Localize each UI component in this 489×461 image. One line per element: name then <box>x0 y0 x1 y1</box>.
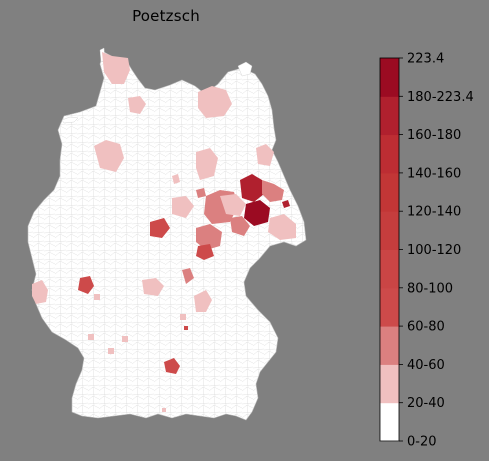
district-meissen <box>230 216 250 236</box>
colorbar-band <box>380 211 399 250</box>
colorbar-tick-label: 0-20 <box>407 435 437 450</box>
colorbar-band <box>380 249 399 289</box>
district-saxony-anhalt-east <box>240 174 264 202</box>
colorbar-band <box>380 287 399 327</box>
district-mecklenburg <box>198 86 232 118</box>
district-nordsachsen <box>262 180 284 202</box>
colorbar-tick-label: 223.4 <box>407 52 444 67</box>
map-title: Poetzsch <box>132 7 200 25</box>
highlighted-districts <box>32 52 296 412</box>
colorbar-tick-label: 120-140 <box>407 205 461 220</box>
district-small-2 <box>94 294 100 300</box>
district-kassel <box>150 218 170 238</box>
district-wittenberg <box>220 194 246 216</box>
island-north-sea <box>61 116 79 124</box>
district-boundaries <box>28 52 306 420</box>
colorbar-tick-label: 140-160 <box>407 166 461 181</box>
district-oldenburg <box>94 140 124 172</box>
district-altmark <box>196 148 218 180</box>
colorbar-ticks: 0-20 20-40 40-60 60-80 80-100 100-120 120-140 1… <box>399 52 474 450</box>
colorbar-band <box>380 402 399 442</box>
district-small-4 <box>184 326 188 330</box>
district-bamberg <box>182 268 194 284</box>
district-frankfurt <box>78 276 94 294</box>
colorbar-tick-label: 80-100 <box>407 281 453 296</box>
district-north-frisia <box>102 52 130 84</box>
district-frankfurt-oder <box>256 144 274 166</box>
district-small-7 <box>88 334 94 340</box>
district-thuringia-2 <box>196 244 214 260</box>
district-small-5 <box>122 336 128 342</box>
colorbar-band <box>380 58 399 97</box>
district-aachen <box>32 280 48 304</box>
colorbar-band <box>380 134 399 174</box>
colorbar-tick-label: 180-223.4 <box>407 90 474 105</box>
district-halle-1 <box>196 188 206 198</box>
district-leipzig <box>244 200 270 226</box>
colorbar-band <box>380 172 399 212</box>
district-small-3 <box>180 314 186 320</box>
colorbar-tick-label: 100-120 <box>407 243 461 258</box>
colorbar-tick-label: 160-180 <box>407 128 461 143</box>
district-small-1 <box>172 174 180 184</box>
district-wuerzburg <box>142 278 164 296</box>
colorbar-band <box>380 326 399 365</box>
colorbar-tick-label: 60-80 <box>407 320 445 335</box>
colorbar-bands <box>380 58 399 442</box>
district-small-8 <box>162 408 166 412</box>
district-tiny-east <box>282 200 290 208</box>
district-thuringia-1 <box>196 224 222 250</box>
district-dresden <box>268 214 296 240</box>
district-hamburg-area <box>128 96 146 114</box>
district-nuremberg <box>194 290 212 312</box>
colorbar-tick-label: 40-60 <box>407 358 445 373</box>
colorbar-tick-label: 20-40 <box>407 396 445 411</box>
colorbar-band <box>380 364 399 404</box>
district-goettingen <box>172 196 194 218</box>
island-rugen <box>237 61 253 77</box>
district-ulm <box>164 358 180 374</box>
colorbar-legend: 0-20 20-40 40-60 60-80 80-100 100-120 120-140 1… <box>379 52 474 450</box>
colorbar-band <box>380 96 399 136</box>
district-small-6 <box>108 348 114 354</box>
